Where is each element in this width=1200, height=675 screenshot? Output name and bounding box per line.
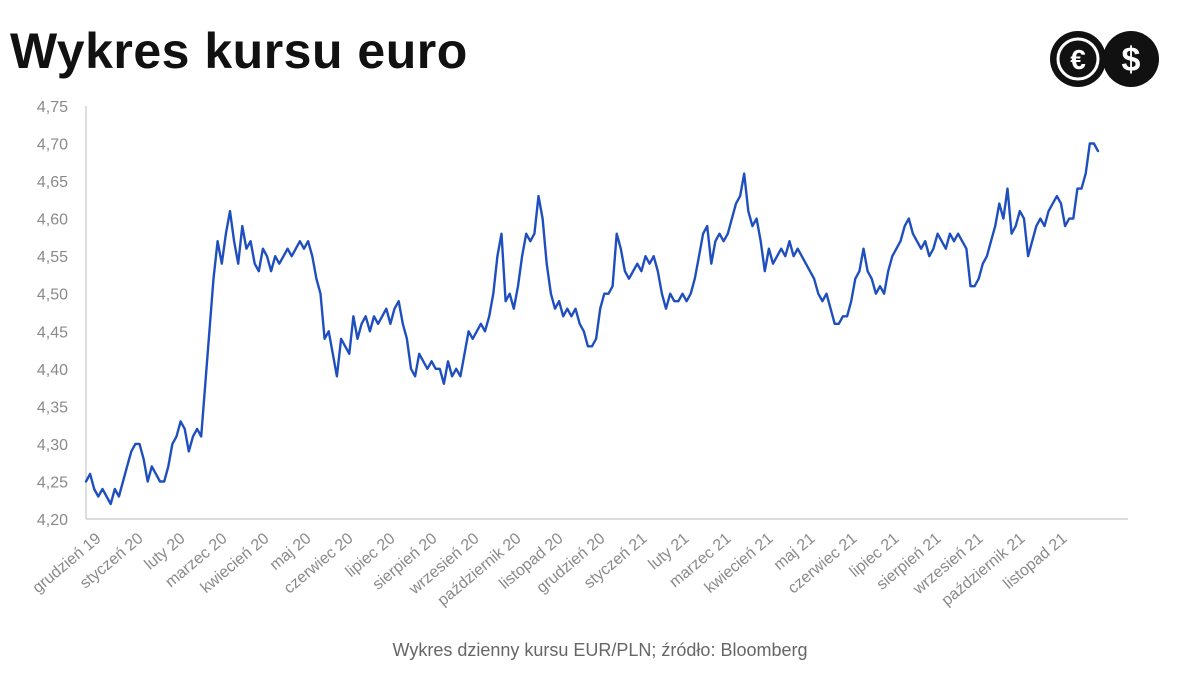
y-tick-label: 4,75 <box>37 99 68 116</box>
y-axis-labels: 4,20 4,25 4,30 4,35 4,40 4,45 4,50 4,55 4,60 4,65… <box>37 99 68 529</box>
y-tick-label: 4,55 <box>37 249 68 266</box>
y-tick-label: 4,20 <box>37 512 68 529</box>
y-tick-label: 4,65 <box>37 174 68 191</box>
chart-caption: Wykres dzienny kursu EUR/PLN; źródło: Bl… <box>392 640 808 660</box>
y-tick-label: 4,70 <box>37 137 68 154</box>
y-tick-label: 4,25 <box>37 474 68 491</box>
euro-glyph: € <box>1070 44 1086 75</box>
currency-logo: € $ <box>1050 31 1159 87</box>
series-line-eur-pln <box>84 142 1100 506</box>
y-tick-label: 4,40 <box>37 362 68 379</box>
page-title: Wykres kursu euro <box>10 23 468 79</box>
dollar-coin-icon: $ <box>1103 31 1159 87</box>
y-tick-label: 4,50 <box>37 287 68 304</box>
euro-coin-icon: € <box>1050 31 1106 87</box>
y-tick-label: 4,60 <box>37 212 68 229</box>
y-tick-label: 4,35 <box>37 399 68 416</box>
y-tick-label: 4,45 <box>37 324 68 341</box>
y-tick-label: 4,30 <box>37 437 68 454</box>
dollar-glyph: $ <box>1122 41 1141 79</box>
